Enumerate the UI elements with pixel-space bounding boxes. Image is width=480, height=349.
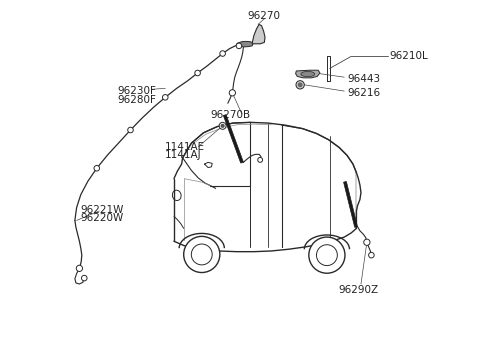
Text: 96290Z: 96290Z (338, 285, 378, 295)
Text: 96270B: 96270B (210, 110, 251, 120)
Circle shape (184, 236, 220, 273)
Circle shape (299, 83, 302, 87)
Circle shape (296, 81, 304, 89)
Text: 1141AE: 1141AE (165, 142, 205, 153)
Polygon shape (237, 42, 253, 47)
Text: 96230F: 96230F (118, 86, 156, 96)
Circle shape (316, 245, 337, 266)
Polygon shape (223, 115, 243, 163)
Circle shape (163, 95, 168, 100)
Circle shape (76, 265, 83, 272)
Text: 1141AJ: 1141AJ (165, 150, 202, 161)
Circle shape (195, 70, 200, 76)
Text: 96280F: 96280F (118, 95, 156, 105)
Circle shape (309, 237, 345, 273)
Polygon shape (296, 70, 320, 78)
Polygon shape (344, 181, 358, 227)
Polygon shape (252, 24, 265, 44)
Circle shape (220, 51, 226, 56)
Circle shape (82, 275, 87, 281)
Text: 96443: 96443 (348, 74, 381, 84)
Circle shape (192, 244, 212, 265)
Circle shape (221, 125, 224, 127)
Circle shape (236, 43, 242, 49)
Circle shape (369, 252, 374, 258)
Text: 96220W: 96220W (81, 213, 124, 223)
Text: 96270: 96270 (248, 11, 281, 21)
Ellipse shape (301, 72, 315, 77)
Text: 96221W: 96221W (81, 205, 124, 215)
Circle shape (128, 127, 133, 133)
Text: 96216: 96216 (348, 88, 381, 98)
Circle shape (229, 90, 236, 96)
Circle shape (219, 122, 226, 129)
Circle shape (94, 165, 99, 171)
Circle shape (364, 239, 370, 245)
Text: 96210L: 96210L (389, 51, 428, 61)
Circle shape (258, 157, 263, 162)
